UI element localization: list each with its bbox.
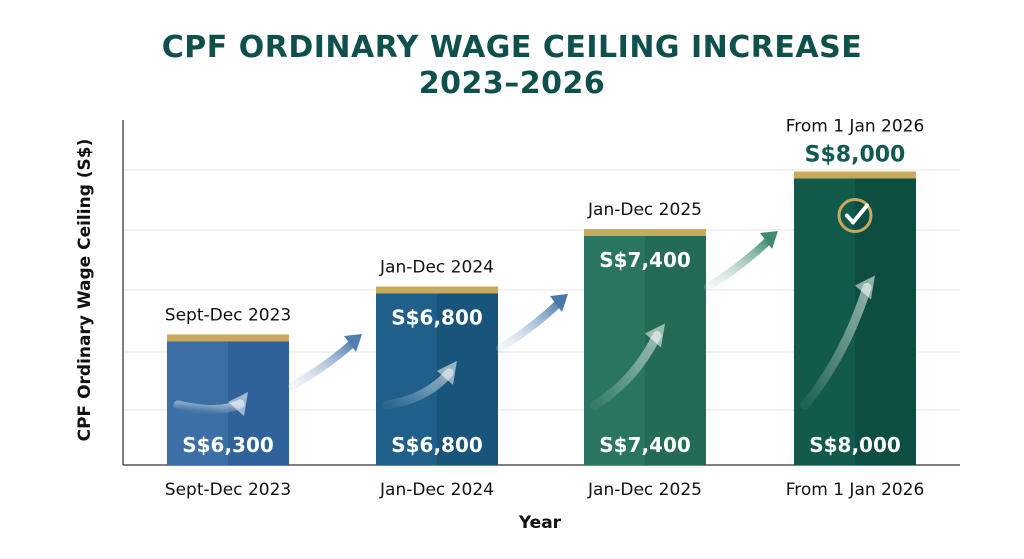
trend-arrow-icon-head (437, 360, 457, 385)
bar-top-label: Sept-Dec 2023 (165, 305, 291, 325)
trend-arrow-icon (704, 235, 774, 291)
bar-cap (376, 286, 498, 294)
chart-title-line2: 2023–2026 (418, 66, 606, 101)
y-axis-label: CPF Ordinary Wage Ceiling (S$) (75, 139, 95, 442)
x-tick-label: Jan-Dec 2025 (587, 480, 702, 500)
bar-value-label: S$6,800 (391, 433, 483, 457)
trend-arrow-icon (800, 283, 872, 410)
check-circle-icon (837, 198, 873, 233)
chart-title-line1: CPF ORDINARY WAGE CEILING INCREASE (161, 30, 863, 65)
bar-value-label: S$6,300 (182, 433, 274, 457)
bar-top-label: From 1 Jan 2026 (786, 117, 925, 137)
bar-shade (645, 235, 706, 465)
trend-arrow-icon-head (550, 294, 568, 312)
trend-arrow-icon-head (645, 323, 665, 348)
bar-inner-value-label: S$7,400 (599, 248, 691, 272)
bar-value-label: S$7,400 (599, 433, 691, 457)
bar-shade (855, 177, 916, 465)
bar-cap (167, 334, 289, 342)
trend-arrow-icon-head (760, 231, 778, 249)
bar-top-label: Jan-Dec 2025 (587, 200, 702, 220)
bar-top-label: Jan-Dec 2024 (379, 258, 494, 278)
trend-arrow-icon-head (228, 392, 248, 417)
trend-arrow-icon-head (855, 275, 875, 300)
x-tick-label: Sept-Dec 2023 (165, 480, 291, 500)
bar-cap (584, 229, 706, 236)
trend-arrow-icon (288, 338, 358, 390)
above-bar-value: S$8,000 (805, 143, 906, 168)
trend-arrow-icon (496, 298, 564, 352)
bar-cap (794, 171, 916, 179)
x-axis-label: Year (518, 513, 562, 533)
trend-arrow-icon-head (344, 334, 362, 352)
bar-inner-value-label: S$6,800 (391, 306, 483, 330)
x-tick-label: From 1 Jan 2026 (786, 480, 925, 500)
x-tick-label: Jan-Dec 2024 (379, 480, 494, 500)
trend-arrow-icon (590, 331, 662, 410)
bar-value-label: S$8,000 (809, 433, 901, 457)
